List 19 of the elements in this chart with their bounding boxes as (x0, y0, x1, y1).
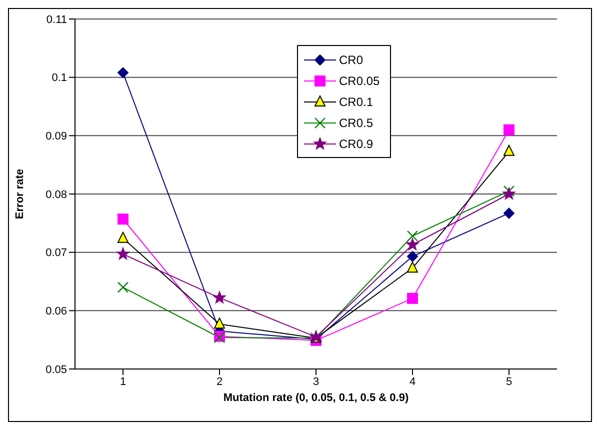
legend-label: CR0.05 (339, 74, 380, 88)
x-axis-title: Mutation rate (0, 0.05, 0.1, 0.5 & 0.9) (223, 392, 409, 404)
legend-label: CR0.5 (339, 116, 374, 130)
x-tick-label: 2 (216, 376, 223, 388)
y-axis-title: Error rate (14, 168, 26, 220)
y-tick-label: 0.07 (46, 247, 67, 260)
y-tick-label: 0.11 (46, 14, 67, 26)
y-tick-label: 0.09 (46, 130, 67, 143)
y-tick-label: 0.05 (46, 364, 67, 376)
y-tick-label: 0.1 (52, 72, 67, 84)
legend-label: CR0.9 (339, 136, 374, 150)
legend-label: CR0.1 (339, 94, 374, 108)
y-tick-label: 0.06 (46, 306, 67, 318)
x-tick-label: 5 (506, 376, 512, 388)
y-tick-label: 0.08 (46, 188, 67, 201)
x-tick-label: 1 (120, 376, 126, 388)
x-tick-label: 3 (312, 376, 320, 388)
x-tick-label: 4 (409, 376, 416, 388)
legend-label: CR0 (339, 52, 364, 66)
